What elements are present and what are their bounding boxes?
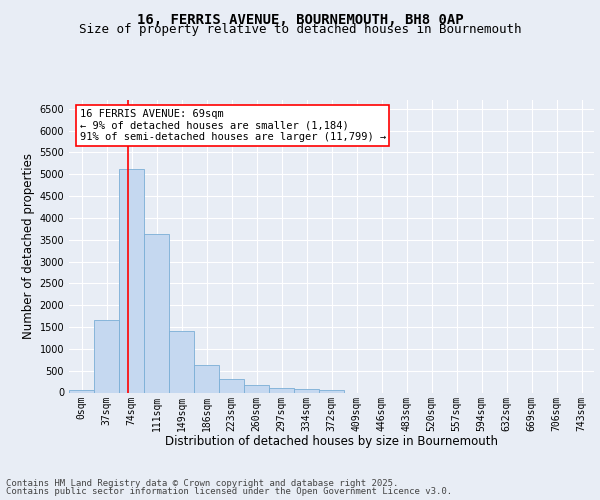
Bar	[294, 389, 319, 392]
Bar	[194, 366, 219, 392]
Bar	[244, 386, 269, 392]
Bar	[69, 390, 94, 392]
Bar	[269, 388, 294, 392]
X-axis label: Distribution of detached houses by size in Bournemouth: Distribution of detached houses by size …	[165, 434, 498, 448]
Text: Size of property relative to detached houses in Bournemouth: Size of property relative to detached ho…	[79, 24, 521, 36]
Text: Contains public sector information licensed under the Open Government Licence v3: Contains public sector information licen…	[6, 487, 452, 496]
Text: 16, FERRIS AVENUE, BOURNEMOUTH, BH8 0AP: 16, FERRIS AVENUE, BOURNEMOUTH, BH8 0AP	[137, 12, 463, 26]
Text: 16 FERRIS AVENUE: 69sqm
← 9% of detached houses are smaller (1,184)
91% of semi-: 16 FERRIS AVENUE: 69sqm ← 9% of detached…	[79, 109, 386, 142]
Bar	[169, 330, 194, 392]
Bar	[219, 380, 244, 392]
Text: Contains HM Land Registry data © Crown copyright and database right 2025.: Contains HM Land Registry data © Crown c…	[6, 478, 398, 488]
Bar	[119, 169, 144, 392]
Y-axis label: Number of detached properties: Number of detached properties	[22, 153, 35, 340]
Bar	[144, 234, 169, 392]
Bar	[319, 390, 344, 392]
Bar	[94, 320, 119, 392]
